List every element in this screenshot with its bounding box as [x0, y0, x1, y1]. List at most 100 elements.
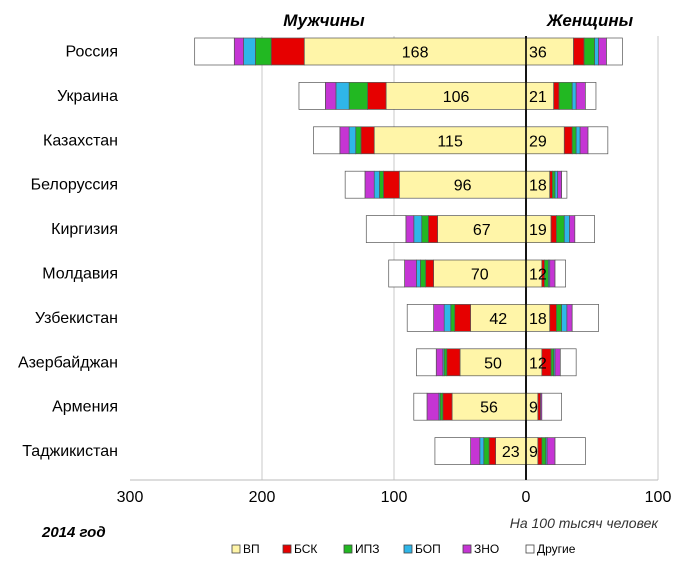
bar-segment-men [406, 304, 434, 332]
data-label-women: 9 [529, 444, 538, 461]
category-label: Россия [66, 44, 118, 61]
labels-layer: Россия 168 36 Украина 106 21 Казахстан 115 29 Бел… [18, 44, 547, 462]
bar-segment-women [594, 37, 599, 66]
unit-label: На 100 тысяч человек [510, 515, 660, 531]
bar-segment-men [434, 437, 471, 465]
bar-segment-men [383, 170, 400, 199]
legend-swatch [525, 544, 535, 554]
bar-segment-men [421, 215, 429, 243]
category-label: Узбекистан [35, 310, 118, 327]
category-label: Украина [57, 88, 118, 105]
bar-segment-men [255, 37, 272, 66]
bar-segment-men [355, 126, 362, 155]
category-label: Таджикистан [22, 443, 118, 460]
data-label-women: 12 [529, 267, 547, 284]
bar-segment-men [446, 348, 461, 377]
legend-label: ИПЗ [355, 542, 380, 556]
bar-segment-men [348, 82, 368, 110]
bar-segment-women [541, 392, 562, 421]
right-panel-label: Женщины [546, 11, 634, 30]
bar-segment-women [585, 82, 597, 110]
bar-segment-women [556, 304, 562, 332]
bar-segment-men [416, 348, 437, 377]
bar-segment-women [598, 37, 607, 66]
left-panel-label: Мужчины [283, 11, 365, 30]
bar-segment-women [541, 437, 547, 465]
bar-segment-men [373, 170, 380, 199]
data-label-men: 42 [489, 311, 507, 328]
legend-swatch [231, 544, 241, 554]
data-label-men: 50 [484, 355, 502, 372]
category-label: Армения [52, 399, 118, 416]
bar-segment-men [427, 215, 438, 243]
bar-segment-men [364, 170, 375, 199]
data-label-women: 9 [529, 400, 538, 417]
bar-segment-men [443, 348, 448, 377]
bar-segment-men [470, 304, 527, 332]
data-label-women: 19 [529, 222, 547, 239]
bar-segment-women [571, 82, 577, 110]
bar-segment-men [488, 437, 496, 465]
x-tick-label: 300 [117, 489, 144, 506]
category-label: Киргизия [51, 221, 118, 238]
bar-segment-women [546, 437, 556, 465]
x-tick-label: 100 [645, 489, 672, 506]
data-label-women: 36 [529, 45, 547, 62]
data-label-women: 18 [529, 178, 547, 195]
bar-segment-men [470, 437, 481, 465]
legend-label: Другие [537, 542, 576, 556]
legend-label: ВП [243, 542, 260, 556]
bar-segment-women [561, 170, 568, 199]
x-tick-label: 0 [522, 489, 531, 506]
bar-segment-men [194, 37, 235, 66]
bar-segment-women [537, 437, 543, 465]
bar-segment-men [303, 37, 527, 66]
bar-segment-men [339, 126, 350, 155]
bar-segment-men [451, 392, 527, 421]
category-label: Азербайджан [18, 354, 118, 371]
bar-segment-women [574, 215, 595, 243]
bar-segment-men [243, 37, 256, 66]
bar-segment-women [549, 170, 553, 199]
bar-segment-men [442, 392, 453, 421]
bar-segment-men [365, 215, 407, 243]
data-label-men: 23 [502, 444, 520, 461]
bar-segment-women [550, 348, 555, 377]
data-label-men: 67 [473, 222, 491, 239]
legend-swatch [343, 544, 353, 554]
bar-segment-women [575, 82, 586, 110]
category-label: Молдавия [42, 266, 118, 283]
bar-segment-women [550, 215, 557, 243]
bar-segment-men [443, 304, 452, 332]
bar-segment-women [553, 82, 560, 110]
bar-segment-men [233, 37, 244, 66]
year-label: 2014 год [41, 524, 106, 541]
bar-segment-women [566, 304, 573, 332]
bar-segment-men [404, 259, 417, 288]
x-tick-label: 100 [381, 489, 408, 506]
data-label-men: 106 [443, 89, 470, 106]
legend-swatch [462, 544, 472, 554]
bar-segment-women [554, 259, 566, 288]
bar-segment-women [587, 126, 609, 155]
bar-segment-women [554, 437, 586, 465]
bar-segment-men [325, 82, 337, 110]
bar-segment-men [425, 259, 434, 288]
bar-segment-men [495, 437, 527, 465]
data-label-men: 96 [454, 178, 472, 195]
bar-segment-men [298, 82, 326, 110]
bar-segment-men [439, 392, 444, 421]
bar-segment-women [606, 37, 623, 66]
legend-label: ЗНО [474, 542, 499, 556]
bar-segment-women [583, 37, 595, 66]
legend: ВП БСК ИПЗ БОП ЗНО Другие [231, 542, 576, 556]
bar-segment-women [558, 82, 573, 110]
bar-segment-men [420, 259, 427, 288]
bar-segment-men [388, 259, 405, 288]
bar-segment-women [537, 392, 541, 421]
bar-segment-men [405, 215, 415, 243]
bar-segment-women [563, 126, 573, 155]
bar-segment-men [450, 304, 456, 332]
bar-segment-men [413, 215, 423, 243]
bar-segment-women [554, 170, 559, 199]
